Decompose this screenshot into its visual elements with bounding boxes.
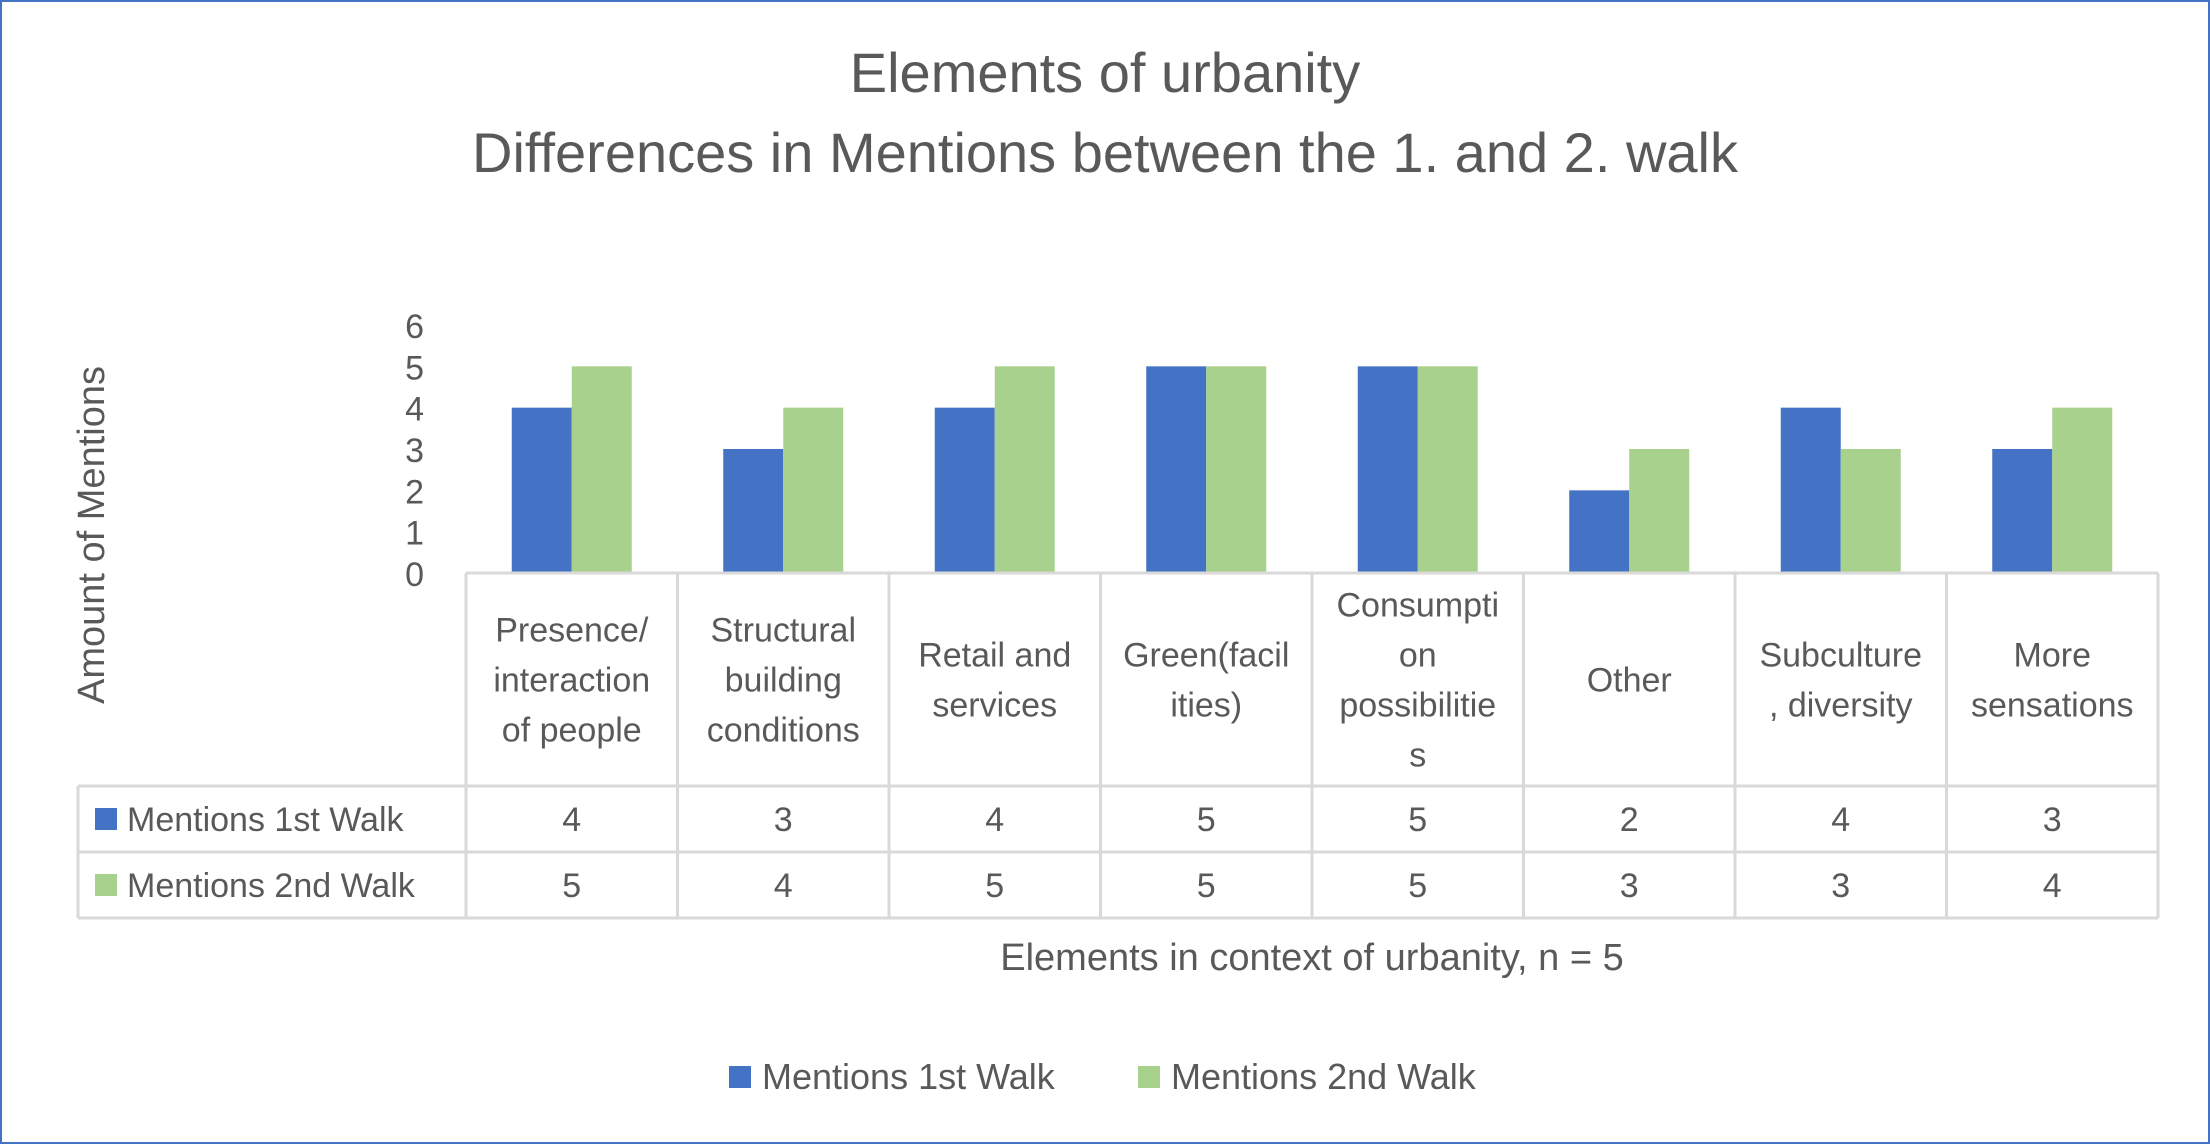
y-tick-label: 6	[405, 308, 424, 346]
category-label: Presence/	[495, 612, 649, 650]
bar-series-1	[723, 449, 784, 573]
bar-series-1	[1357, 366, 1418, 573]
bar-series-1	[934, 407, 995, 573]
bar-series-2	[1629, 449, 1690, 573]
category-label: on	[1399, 637, 1437, 675]
category-label: interaction	[493, 662, 650, 700]
x-axis-label: Elements in context of urbanity, n = 5	[1000, 937, 1623, 979]
table-value: 2	[1620, 801, 1639, 839]
table-value: 5	[985, 867, 1004, 905]
bar-series-1	[511, 407, 572, 573]
table-value: 3	[1831, 867, 1850, 905]
table-value: 4	[1831, 801, 1850, 839]
table-value: 5	[1408, 867, 1427, 905]
category-label: Consumpti	[1336, 587, 1499, 625]
category-label: More	[2014, 637, 2091, 675]
category-label: Green(facil	[1123, 637, 1289, 675]
bars	[511, 366, 2113, 573]
legend-label: Mentions 1st Walk	[762, 1056, 1056, 1097]
legend-swatch	[729, 1066, 751, 1088]
y-axis-ticks: 01 234 56	[405, 308, 424, 594]
bar-series-2	[1206, 366, 1267, 573]
category-label: possibilitie	[1339, 687, 1496, 725]
table-value: 4	[562, 801, 581, 839]
table-value: 5	[562, 867, 581, 905]
table-legend-key	[95, 874, 117, 896]
bar-series-2	[571, 366, 632, 573]
table-value: 5	[1197, 801, 1216, 839]
table-value: 3	[1620, 867, 1639, 905]
table-series-name: Mentions 2nd Walk	[127, 867, 416, 905]
y-axis-label: Amount of Mentions	[71, 366, 113, 704]
category-label: Retail and	[918, 637, 1071, 675]
bar-series-1	[1146, 366, 1207, 573]
category-label: building	[725, 662, 842, 700]
bar-series-2	[1417, 366, 1478, 573]
y-tick-label: 3	[405, 432, 424, 470]
category-label: conditions	[707, 712, 860, 750]
legend-label: Mentions 2nd Walk	[1171, 1056, 1477, 1097]
table-value: 5	[1197, 867, 1216, 905]
bar-series-2	[994, 366, 1055, 573]
table-value: 3	[774, 801, 793, 839]
bar-series-1	[1780, 407, 1841, 573]
table-value: 4	[774, 867, 793, 905]
bar-series-2	[783, 407, 844, 573]
bar-series-2	[2052, 407, 2113, 573]
y-tick-label: 1	[405, 515, 424, 553]
y-tick-label: 0	[405, 556, 424, 594]
bar-series-1	[1569, 490, 1630, 573]
table-value: 5	[1408, 801, 1427, 839]
legend: Mentions 1st Walk Mentions 2nd Walk	[729, 1056, 1477, 1097]
category-label: sensations	[1971, 687, 2134, 725]
category-label: Structural	[711, 612, 857, 650]
category-label: , diversity	[1769, 687, 1913, 725]
data-table: Presence/interaction of people Structural b…	[76, 571, 2160, 920]
bar-series-1	[1992, 449, 2053, 573]
table-value: 3	[2043, 801, 2062, 839]
table-series-name: Mentions 1st Walk	[127, 801, 404, 839]
category-label: of people	[502, 712, 642, 750]
category-label: ities)	[1170, 687, 1242, 725]
category-label: Other	[1587, 662, 1672, 700]
bar-series-2	[1840, 449, 1901, 573]
category-label: Subculture	[1759, 637, 1922, 675]
table-legend-key	[95, 808, 117, 830]
category-label: services	[932, 687, 1057, 725]
table-value: 4	[2043, 867, 2062, 905]
y-tick-label: 4	[405, 391, 424, 429]
chart-subtitle: Differences in Mentions between the 1. a…	[472, 121, 1739, 184]
y-tick-label: 5	[405, 349, 424, 387]
category-label: s	[1409, 737, 1426, 775]
table-value: 4	[985, 801, 1004, 839]
y-tick-label: 2	[405, 473, 424, 511]
legend-swatch	[1138, 1066, 1160, 1088]
chart-title: Elements of urbanity	[850, 41, 1360, 104]
